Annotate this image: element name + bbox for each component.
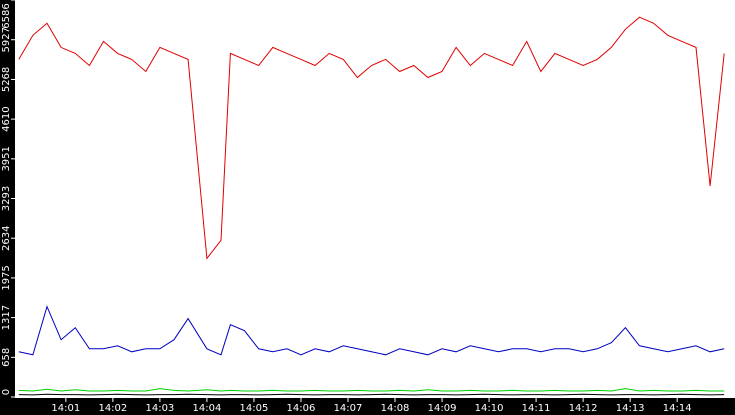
y-tick-label: 5927 [1, 27, 12, 52]
y-tick-label: 0 [1, 389, 12, 395]
x-axis-strip [0, 398, 735, 415]
y-tick-label: 4610 [1, 106, 12, 131]
x-tick-label: 14:01 [51, 403, 80, 414]
x-tick-label: 14:05 [240, 403, 269, 414]
x-tick-label: 14:02 [98, 403, 127, 414]
x-tick-label: 14:12 [569, 403, 598, 414]
x-tick-label: 14:04 [193, 403, 222, 414]
y-axis-strip [0, 0, 15, 415]
y-tick-label: 1975 [1, 265, 12, 290]
y-tick-label: 2634 [1, 225, 12, 250]
series-line [18, 388, 725, 392]
y-tick-label: 658 [1, 348, 12, 367]
y-tick-label: 5268 [1, 67, 12, 92]
y-tick-label: 6586 [1, 3, 12, 28]
x-tick-label: 14:07 [334, 403, 363, 414]
x-tick-label: 14:11 [522, 403, 551, 414]
series-line [18, 393, 725, 396]
x-tick-label: 14:08 [381, 403, 410, 414]
x-tick-label: 14:14 [663, 403, 692, 414]
y-tick-label: 3951 [1, 146, 12, 171]
x-tick-label: 14:06 [287, 403, 316, 414]
y-tick-label: 1317 [1, 305, 12, 330]
x-tick-label: 14:13 [616, 403, 645, 414]
series-line [18, 305, 725, 356]
series-line [18, 16, 725, 260]
x-tick-label: 14:10 [475, 403, 504, 414]
x-tick-label: 14:03 [145, 403, 174, 414]
x-tick-label: 14:09 [428, 403, 457, 414]
y-tick-label: 3293 [1, 186, 12, 211]
